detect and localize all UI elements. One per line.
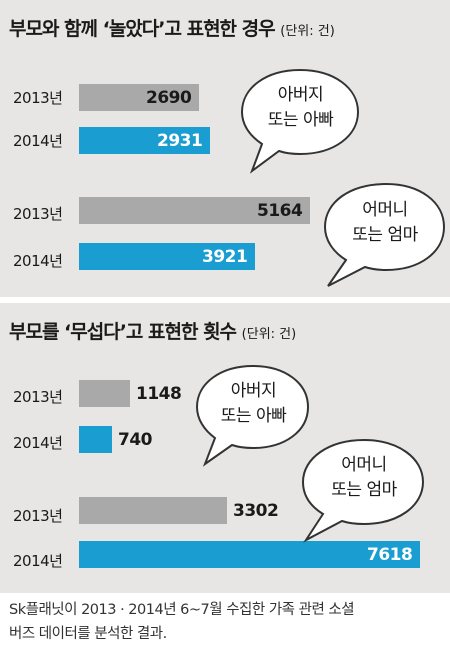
value-label: 3302	[233, 501, 279, 521]
speech-bubble-mother	[323, 182, 446, 287]
footnote-line: Sk플래닛이 2013 · 2014년 6~7월 수집한 가족 관련 소셜	[9, 602, 355, 618]
value-label: 7618	[367, 545, 413, 565]
bubble-line: 어머니	[341, 455, 387, 475]
bubble-line: 또는 아빠	[267, 110, 334, 130]
bar-played-father-2013	[79, 84, 199, 111]
speech-bubble-father	[240, 68, 360, 174]
bar-played-mother-2014	[79, 243, 255, 270]
speech-bubble-father	[195, 364, 310, 467]
value-label: 740	[118, 430, 153, 450]
value-label: 1148	[136, 384, 182, 404]
year-label: 2013년	[13, 507, 63, 525]
year-label: 2013년	[13, 89, 63, 107]
year-label: 2014년	[13, 552, 63, 570]
footnote-line: 버즈 데이터를 분석한 결과.	[9, 626, 167, 642]
speech-bubble-father-text: 아버지 또는 아빠	[196, 379, 311, 429]
speech-bubble-mother-text: 어머니 또는 엄마	[326, 198, 444, 248]
value-label: 3921	[202, 247, 248, 267]
bar-scary-mother-2014	[79, 541, 420, 568]
year-label: 2013년	[13, 205, 63, 223]
panel-scary-unit: (단위: 건)	[241, 327, 297, 342]
year-label: 2014년	[13, 434, 63, 452]
bar-scary-father-2013	[79, 380, 130, 407]
value-label: 2690	[146, 88, 192, 108]
bubble-line: 또는 엄마	[352, 225, 418, 245]
value-label: 5164	[257, 201, 303, 221]
bar-scary-mother-2013	[79, 497, 227, 524]
year-label: 2014년	[13, 252, 63, 270]
bubble-line: 아버지	[230, 381, 277, 401]
bubble-line: 또는 엄마	[331, 480, 397, 500]
bubble-line: 어머니	[362, 200, 408, 220]
panel-divider	[0, 297, 450, 303]
panel-played-title: 부모와 함께 ‘놀았다’고 표현한 경우 (단위: 건)	[9, 18, 335, 40]
speech-bubble-father-text: 아버지 또는 아빠	[242, 83, 359, 133]
year-label: 2013년	[13, 388, 63, 406]
speech-bubble-mother-text: 어머니 또는 엄마	[304, 453, 424, 503]
bubble-line: 아버지	[277, 85, 324, 105]
bar-played-father-2014	[79, 127, 210, 154]
speech-bubble-mother	[301, 438, 425, 543]
year-label: 2014년	[13, 132, 63, 150]
footnote: Sk플래닛이 2013 · 2014년 6~7월 수집한 가족 관련 소셜 버즈…	[9, 598, 355, 646]
bar-played-mother-2013	[79, 197, 310, 224]
panel-scary-title: 부모를 ‘무섭다’고 표현한 횟수 (단위: 건)	[9, 321, 297, 343]
panel-played-unit: (단위: 건)	[280, 24, 335, 39]
bar-scary-father-2014	[79, 426, 112, 453]
bubble-line: 또는 아빠	[220, 406, 287, 426]
value-label: 2931	[157, 131, 203, 151]
